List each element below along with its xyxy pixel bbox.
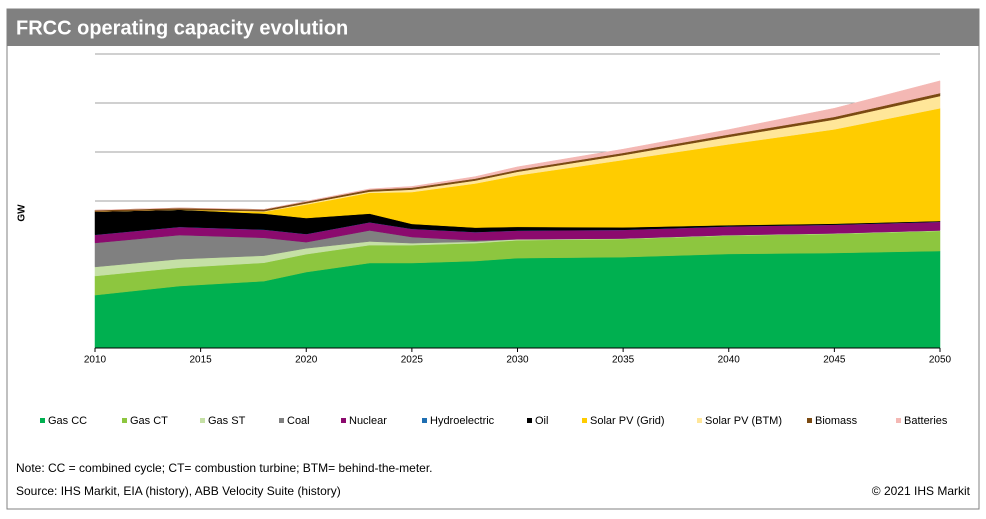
legend-label: Solar PV (Grid) [590, 415, 665, 427]
legend-swatch [341, 418, 346, 423]
legend-label: Nuclear [349, 415, 387, 427]
x-tick-label: 2015 [190, 355, 213, 366]
x-tick-label: 2035 [612, 355, 635, 366]
legend-label: Batteries [904, 415, 948, 427]
legend-swatch [582, 418, 587, 423]
x-tick-label: 2010 [84, 355, 107, 366]
x-tick-label: 2025 [401, 355, 424, 366]
legend-label: Biomass [815, 415, 858, 427]
legend-label: Hydroelectric [430, 415, 495, 427]
x-tick-label: 2030 [506, 355, 529, 366]
title-bar [7, 9, 979, 46]
legend-label: Coal [287, 415, 310, 427]
legend-swatch [122, 418, 127, 423]
legend-label: Gas ST [208, 415, 246, 427]
legend-label: Gas CT [130, 415, 168, 427]
area [94, 80, 941, 211]
legend-label: Gas CC [48, 415, 87, 427]
x-tick-label: 2020 [295, 355, 318, 366]
y-axis-label: GW [17, 204, 28, 222]
legend-label: Oil [535, 415, 548, 427]
legend-swatch [807, 418, 812, 423]
legend-swatch [40, 418, 45, 423]
source: Source: IHS Markit, EIA (history), ABB V… [16, 484, 341, 498]
legend-swatch [697, 418, 702, 423]
chart-title: FRCC operating capacity evolution [16, 17, 348, 39]
legend-swatch [896, 418, 901, 423]
legend-label: Solar PV (BTM) [705, 415, 782, 427]
legend-swatch [279, 418, 284, 423]
note: Note: CC = combined cycle; CT= combustio… [16, 461, 433, 475]
x-tick-label: 2040 [718, 355, 741, 366]
legend-swatch [527, 418, 532, 423]
x-tick-label: 2045 [823, 355, 846, 366]
x-tick-label: 2050 [929, 355, 952, 366]
legend-swatch [200, 418, 205, 423]
legend-swatch [422, 418, 427, 423]
copyright: © 2021 IHS Markit [872, 484, 971, 498]
